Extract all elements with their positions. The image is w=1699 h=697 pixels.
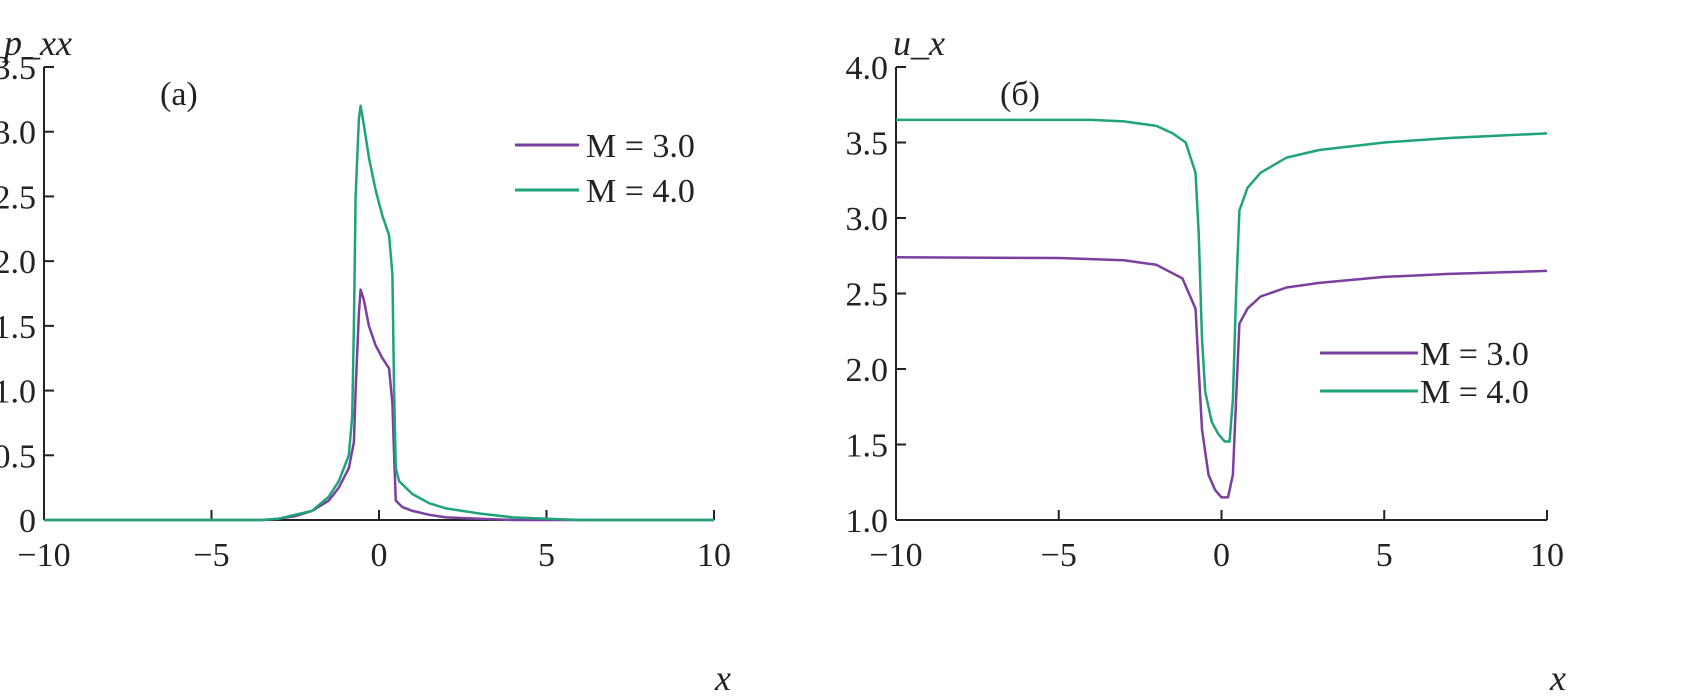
x-tick-label: −10 bbox=[869, 537, 922, 574]
panel-label: (a) bbox=[160, 76, 198, 113]
x-tick-label: 5 bbox=[1376, 537, 1393, 574]
panel-label: (б) bbox=[1000, 76, 1040, 113]
y-tick-label: 4.0 bbox=[846, 50, 889, 87]
x-axis-label: x bbox=[714, 658, 731, 697]
x-axis-label: x bbox=[1549, 658, 1566, 697]
legend-label: M = 4.0 bbox=[1420, 374, 1529, 411]
y-tick-label: 2.0 bbox=[0, 244, 36, 281]
x-tick-label: 0 bbox=[1213, 537, 1230, 574]
y-tick-label: 3.5 bbox=[846, 126, 889, 163]
y-tick-label: 3.5 bbox=[0, 50, 36, 87]
y-tick-label: 1.0 bbox=[0, 374, 36, 411]
y-axis-label: p_xx bbox=[1, 23, 72, 63]
chart-panel-0: −10 −5 0 5 10 0 0.5 1.0 1.5 2.0 2.5 3.0 3.5 (a) p_xxx M… bbox=[0, 23, 731, 697]
y-tick-label: 1.0 bbox=[846, 503, 889, 540]
y-tick-label: 0 bbox=[19, 503, 36, 540]
y-axis-label: u_x bbox=[893, 23, 945, 63]
y-tick-label: 3.0 bbox=[0, 115, 36, 152]
y-tick-label: 1.5 bbox=[846, 428, 889, 465]
chart-panel-1: −10 −5 0 5 10 1.0 1.5 2.0 2.5 3.0 3.5 4.0 (б) u_xx M =… bbox=[846, 23, 1567, 697]
x-tick-label: −10 bbox=[17, 537, 70, 574]
x-tick-label: −5 bbox=[193, 537, 229, 574]
series-line-1 bbox=[896, 118, 1548, 443]
y-tick-label: 3.0 bbox=[846, 201, 889, 238]
series-line-0 bbox=[895, 256, 1548, 499]
x-tick-label: 10 bbox=[1530, 537, 1564, 574]
x-tick-label: 0 bbox=[371, 537, 388, 574]
legend-label: M = 4.0 bbox=[586, 173, 695, 210]
legend-label: M = 3.0 bbox=[1420, 336, 1529, 373]
y-tick-label: 2.5 bbox=[846, 277, 889, 314]
series-line-0 bbox=[44, 288, 714, 522]
x-tick-label: 10 bbox=[697, 537, 731, 574]
x-tick-label: −5 bbox=[1041, 537, 1077, 574]
legend-label: M = 3.0 bbox=[586, 128, 695, 165]
series-line-1 bbox=[44, 104, 714, 522]
y-tick-label: 1.5 bbox=[0, 309, 36, 346]
y-tick-label: 2.5 bbox=[0, 179, 36, 216]
y-tick-label: 2.0 bbox=[846, 352, 889, 389]
x-tick-label: 5 bbox=[538, 537, 555, 574]
y-tick-label: 0.5 bbox=[0, 438, 36, 475]
